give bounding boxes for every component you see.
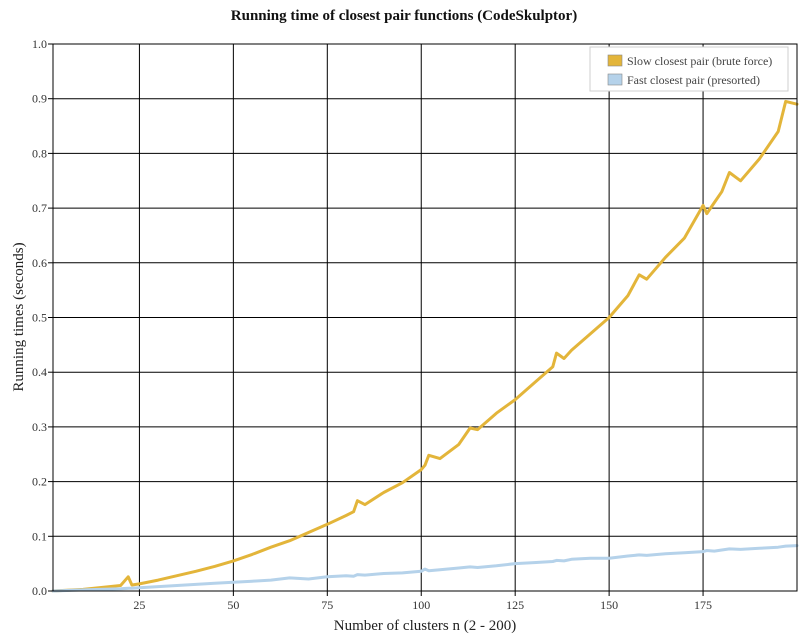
y-tick-label: 0.8: [32, 146, 47, 160]
y-tick-label: 0.6: [32, 256, 47, 270]
y-tick-label: 0.1: [32, 529, 47, 543]
legend-box: [589, 46, 789, 92]
y-tick-label: 1.0: [32, 37, 47, 51]
legend-swatch: [607, 54, 623, 67]
legend-swatch: [607, 73, 623, 86]
y-tick-label: 0.5: [32, 311, 47, 325]
x-tick-label: 125: [506, 598, 524, 612]
y-tick-label: 0.2: [32, 475, 47, 489]
series-line-slow: [51, 99, 799, 593]
x-tick-label: 150: [600, 598, 618, 612]
y-tick-label: 0.7: [32, 201, 47, 215]
y-tick-label: 0.9: [32, 92, 47, 106]
x-tick-label: 50: [227, 598, 239, 612]
legend-label: Slow closest pair (brute force): [627, 54, 772, 68]
y-tick-label: 0.3: [32, 420, 47, 434]
y-axis-label: Running times (seconds): [11, 242, 27, 391]
series-line-fast: [51, 544, 799, 593]
x-tick-label: 75: [321, 598, 333, 612]
x-tick-label: 25: [133, 598, 145, 612]
chart-title: Running time of closest pair functions (…: [231, 8, 577, 24]
x-tick-label: 100: [412, 598, 430, 612]
chart-legend: Slow closest pair (brute force) Fast clos…: [589, 46, 789, 92]
legend-label: Fast closest pair (presorted): [627, 73, 760, 87]
x-tick-label: 175: [694, 598, 712, 612]
x-axis-label: Number of clusters n (2 - 200): [334, 618, 516, 634]
y-tick-label: 0.0: [32, 584, 47, 598]
y-tick-label: 0.4: [32, 365, 47, 379]
